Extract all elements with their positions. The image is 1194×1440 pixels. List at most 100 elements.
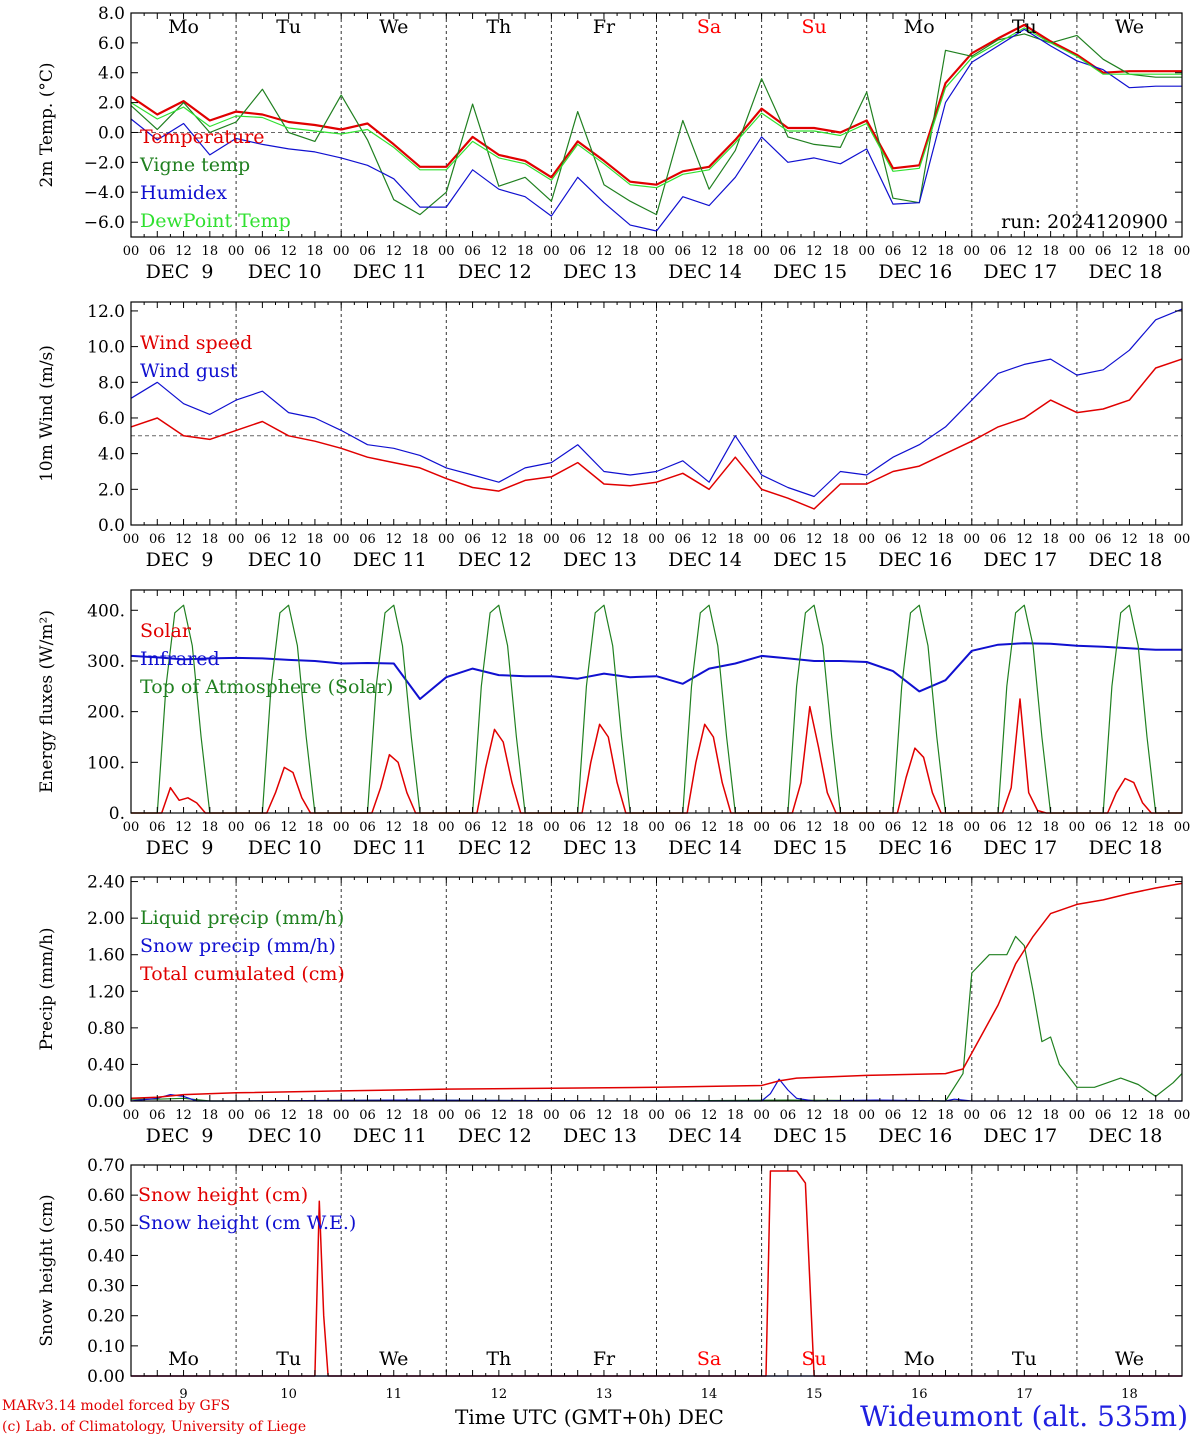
- y-axis-label: Snow height (cm): [37, 1194, 57, 1346]
- hour-label: 18: [937, 820, 954, 835]
- hour-label: 12: [1016, 1108, 1033, 1123]
- hour-label: 00: [333, 244, 350, 259]
- hour-label: 00: [964, 820, 981, 835]
- date-label: DEC 17: [983, 1125, 1057, 1147]
- series-line: [130, 882, 1183, 1100]
- hour-label: 06: [254, 820, 271, 835]
- hour-label: 06: [149, 820, 166, 835]
- hour-label: 12: [911, 532, 928, 547]
- x-axis-title-text: Time UTC (GMT+0h): [455, 1405, 672, 1429]
- hour-label: 12: [1121, 244, 1138, 259]
- hour-label: 18: [727, 1108, 744, 1123]
- day-name: Sa: [697, 16, 721, 38]
- date-label: DEC 18: [1089, 549, 1163, 571]
- hour-label: 18: [937, 1108, 954, 1123]
- day-number-label: 9: [179, 1387, 187, 1402]
- date-label: DEC 14: [668, 1125, 742, 1147]
- hour-label: 06: [780, 820, 797, 835]
- y-tick-label: 0.60: [87, 1186, 125, 1206]
- date-label: DEC 9: [146, 837, 214, 859]
- y-tick-label: 0.50: [87, 1216, 125, 1236]
- y-tick-label: 6.0: [98, 34, 125, 54]
- day-number-label: 10: [280, 1387, 297, 1402]
- hour-label: 00: [543, 1108, 560, 1123]
- day-name: Mo: [904, 16, 935, 38]
- date-label: DEC 9: [146, 549, 214, 571]
- hour-label: 06: [1095, 820, 1112, 835]
- date-label: DEC 13: [563, 549, 637, 571]
- hour-label: 06: [359, 820, 376, 835]
- hour-label: 12: [280, 820, 297, 835]
- day-name: Mo: [168, 16, 199, 38]
- date-label: DEC 12: [458, 549, 532, 571]
- hour-label: 18: [832, 244, 849, 259]
- hour-label: 06: [780, 1108, 797, 1123]
- hour-label: 00: [438, 820, 455, 835]
- legend-entry: Infrared: [140, 648, 220, 670]
- y-tick-label: −2.0: [84, 153, 125, 173]
- hour-label: 12: [806, 820, 823, 835]
- hour-label: 06: [254, 244, 271, 259]
- date-label: DEC 10: [248, 261, 322, 283]
- hour-label: 12: [1016, 532, 1033, 547]
- y-tick-label: 200.: [87, 703, 125, 723]
- hour-label: 06: [149, 244, 166, 259]
- hour-label: 00: [858, 820, 875, 835]
- hour-label: 06: [569, 532, 586, 547]
- day-number-label: 13: [596, 1387, 613, 1402]
- hour-label: 00: [543, 244, 560, 259]
- date-label: DEC 16: [878, 261, 952, 283]
- hour-label: 12: [596, 820, 613, 835]
- date-label: DEC 11: [353, 1125, 427, 1147]
- hour-label: 18: [937, 532, 954, 547]
- hour-label: 12: [385, 244, 402, 259]
- hour-label: 18: [202, 244, 219, 259]
- hour-label: 18: [622, 244, 639, 259]
- date-label: DEC 17: [983, 549, 1057, 571]
- hour-label: 18: [1147, 244, 1164, 259]
- y-axis-label: Precip (mm/h): [37, 927, 57, 1050]
- hour-label: 06: [885, 820, 902, 835]
- hour-label: 06: [149, 1108, 166, 1123]
- date-label: DEC 18: [1089, 837, 1163, 859]
- date-label: DEC 15: [773, 549, 847, 571]
- hour-label: 00: [1174, 532, 1191, 547]
- day-name: Su: [802, 1348, 827, 1370]
- series-line: [130, 308, 1183, 498]
- y-tick-label: 4.0: [98, 445, 125, 465]
- hour-label: 06: [359, 244, 376, 259]
- hour-label: 06: [569, 820, 586, 835]
- hour-label: 06: [885, 1108, 902, 1123]
- hour-label: 06: [1095, 244, 1112, 259]
- hour-label: 18: [307, 532, 324, 547]
- hour-label: 12: [1121, 820, 1138, 835]
- hour-label: 18: [202, 1108, 219, 1123]
- day-number-label: 12: [491, 1387, 508, 1402]
- hour-label: 12: [1121, 532, 1138, 547]
- hour-label: 12: [596, 244, 613, 259]
- hour-label: 00: [1069, 244, 1086, 259]
- hour-label: 18: [1147, 1108, 1164, 1123]
- hour-label: 06: [359, 1108, 376, 1123]
- day-number-label: 17: [1016, 1387, 1033, 1402]
- day-name: We: [379, 16, 408, 38]
- hour-label: 00: [228, 532, 245, 547]
- hour-label: 18: [307, 820, 324, 835]
- date-label: DEC 16: [878, 837, 952, 859]
- date-label: DEC 11: [353, 549, 427, 571]
- hour-label: 06: [464, 1108, 481, 1123]
- y-tick-label: 1.20: [87, 982, 125, 1002]
- hour-label: 00: [438, 244, 455, 259]
- hour-label: 18: [412, 820, 429, 835]
- hour-label: 00: [1174, 1108, 1191, 1123]
- y-tick-label: 0.20: [87, 1307, 125, 1327]
- hour-label: 12: [385, 1108, 402, 1123]
- y-tick-label: 0.00: [87, 1092, 125, 1112]
- day-name: Mo: [904, 1348, 935, 1370]
- hour-label: 12: [701, 244, 718, 259]
- date-label: DEC 18: [1089, 261, 1163, 283]
- legend-entry: Humidex: [140, 182, 227, 204]
- hour-label: 00: [648, 820, 665, 835]
- day-number-label: 16: [911, 1387, 928, 1402]
